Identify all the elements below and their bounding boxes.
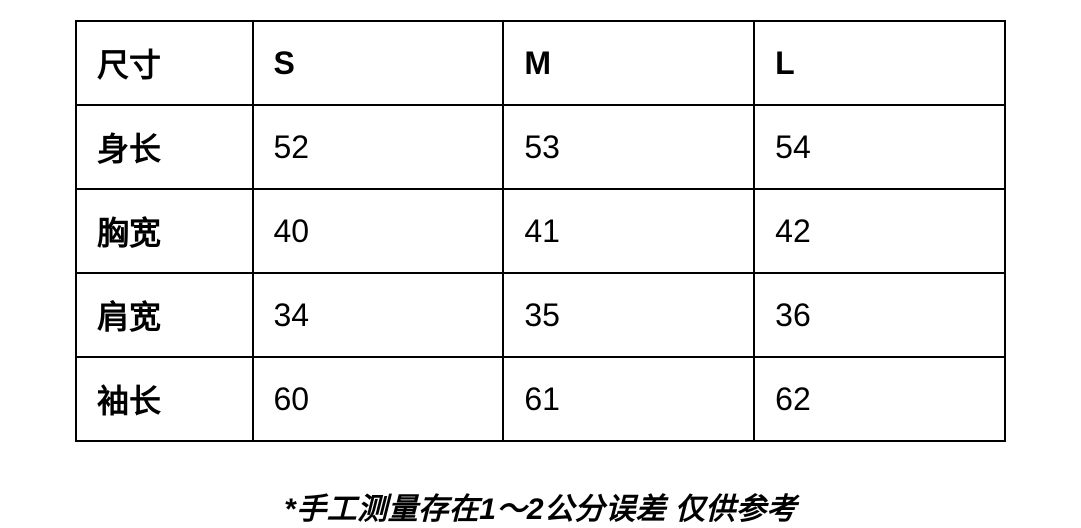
table-header-row: 尺寸 S M L (76, 21, 1005, 105)
table-row: 胸宽 40 41 42 (76, 189, 1005, 273)
cell-value: 34 (253, 273, 504, 357)
header-size-l: L (754, 21, 1005, 105)
header-size-m: M (503, 21, 754, 105)
row-label-sleeve-length: 袖长 (76, 357, 253, 441)
row-label-shoulder-width: 肩宽 (76, 273, 253, 357)
row-label-chest-width: 胸宽 (76, 189, 253, 273)
table-row: 身长 52 53 54 (76, 105, 1005, 189)
size-chart-table: 尺寸 S M L 身长 52 53 54 胸宽 40 41 42 肩宽 34 3… (75, 20, 1006, 442)
cell-value: 36 (754, 273, 1005, 357)
cell-value: 53 (503, 105, 754, 189)
cell-value: 35 (503, 273, 754, 357)
cell-value: 52 (253, 105, 504, 189)
table-row: 肩宽 34 35 36 (76, 273, 1005, 357)
cell-value: 61 (503, 357, 754, 441)
cell-value: 42 (754, 189, 1005, 273)
cell-value: 41 (503, 189, 754, 273)
table-row: 袖长 60 61 62 (76, 357, 1005, 441)
cell-value: 62 (754, 357, 1005, 441)
measurement-footnote: *手工测量存在1～2公分误差 仅供参考 (75, 484, 1006, 528)
cell-value: 54 (754, 105, 1005, 189)
cell-value: 60 (253, 357, 504, 441)
row-label-body-length: 身长 (76, 105, 253, 189)
cell-value: 40 (253, 189, 504, 273)
header-dimension-label: 尺寸 (76, 21, 253, 105)
header-size-s: S (253, 21, 504, 105)
